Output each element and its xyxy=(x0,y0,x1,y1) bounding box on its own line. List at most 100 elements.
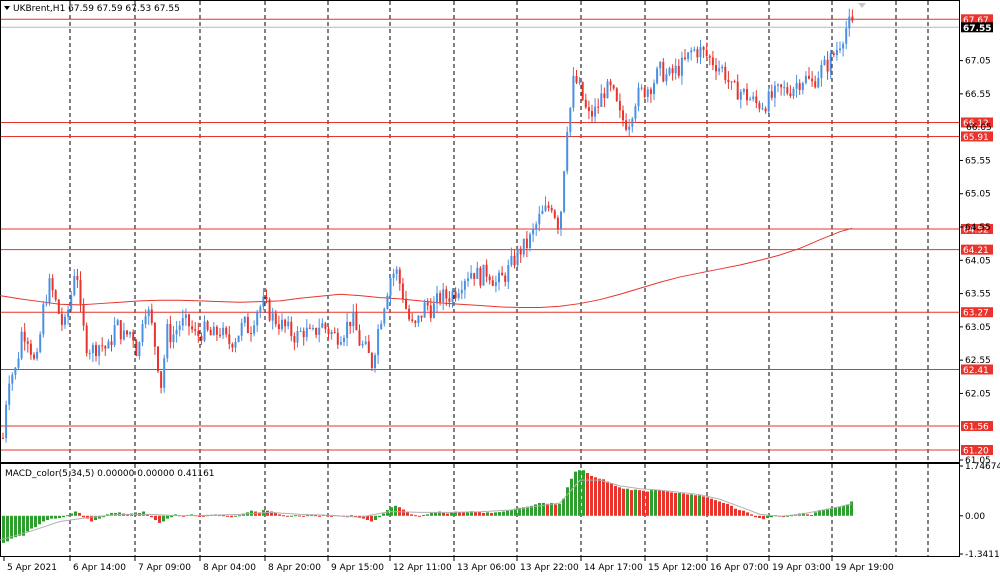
macd-bar xyxy=(146,514,149,516)
price-tick-label: 67.05 xyxy=(965,57,991,67)
macd-bar xyxy=(462,512,465,516)
candle-body xyxy=(609,81,612,86)
macd-bar xyxy=(622,488,625,516)
macd-bar xyxy=(446,513,449,516)
candle-body xyxy=(525,238,528,249)
macd-title: MACD_color(5,34,5) 0.00000 0.00000 0.411… xyxy=(5,469,215,479)
macd-bar xyxy=(26,515,29,532)
price-tick-label: 62.55 xyxy=(965,356,991,366)
scroll-marker-icon[interactable] xyxy=(858,3,866,8)
candle-body xyxy=(715,65,717,72)
macd-bar xyxy=(682,493,685,516)
candle-body xyxy=(426,302,429,306)
level-tag: 62.41 xyxy=(961,364,993,376)
macd-bar xyxy=(482,512,485,516)
macd-tick-label: 0.00 xyxy=(965,512,985,522)
macd-bar xyxy=(810,514,813,516)
candle-body xyxy=(299,330,302,332)
macd-bar xyxy=(450,512,453,516)
candle-body xyxy=(212,326,215,336)
candle-body xyxy=(274,313,277,325)
candle-body xyxy=(584,99,587,108)
candle-body xyxy=(429,305,432,318)
candle-body xyxy=(770,91,773,98)
candle-body xyxy=(150,309,153,323)
macd-bar xyxy=(602,479,605,516)
macd-bar xyxy=(94,515,97,521)
candle-body xyxy=(640,87,643,89)
macd-bar xyxy=(734,508,737,516)
candle-body xyxy=(85,325,88,354)
candle-body xyxy=(535,224,538,229)
candle-body xyxy=(5,404,8,438)
macd-pane[interactable] xyxy=(0,463,960,557)
macd-bar xyxy=(614,485,617,516)
candle-body xyxy=(107,341,110,349)
candle-body xyxy=(463,280,466,290)
macd-bar xyxy=(578,470,581,516)
candle-body xyxy=(64,316,66,325)
macd-bar xyxy=(98,515,101,519)
candle-body xyxy=(333,331,336,333)
candle-body xyxy=(473,272,476,279)
macd-bar xyxy=(550,502,553,516)
macd-bar xyxy=(494,512,497,516)
horizontal-levels[interactable]: 67.67 66.12 65.91 64.52 64.21 63.27 62.41 61.56… xyxy=(1,14,993,457)
candle-body xyxy=(240,322,243,336)
candle-body xyxy=(649,89,652,95)
time-tick-label: 13 Apr 06:00 xyxy=(457,563,516,573)
candle-body xyxy=(746,89,748,101)
macd-bar xyxy=(706,497,709,516)
candle-body xyxy=(634,106,637,119)
macd-bar xyxy=(498,512,501,516)
candle-body xyxy=(253,325,256,334)
triangle-down-icon[interactable] xyxy=(4,6,10,10)
candle-body xyxy=(432,303,435,318)
macd-bar xyxy=(242,513,245,516)
candle-body xyxy=(470,272,473,279)
macd-bar xyxy=(126,514,129,516)
candle-body xyxy=(687,52,690,59)
price-axis: 67.05 66.55 65.55 65.05 64.55 64.05 63.55 63.05… xyxy=(959,57,992,466)
macd-tick-label: 1.74674 xyxy=(965,462,1000,472)
macd-bar xyxy=(562,498,565,516)
candle-body xyxy=(448,298,451,302)
candle-body xyxy=(33,354,35,359)
time-tick-label: 8 Apr 04:00 xyxy=(203,563,256,573)
price-pane[interactable] xyxy=(0,0,960,463)
macd-bar xyxy=(598,478,601,516)
candle-body xyxy=(563,171,566,212)
candle-body xyxy=(467,278,469,281)
macd-bar xyxy=(826,508,829,516)
level-tag-label: 64.21 xyxy=(963,246,989,256)
macd-bar xyxy=(382,513,385,516)
macd-bar xyxy=(234,515,237,517)
macd-bar xyxy=(838,506,841,516)
macd-bar xyxy=(62,515,65,518)
macd-bar xyxy=(386,510,389,516)
macd-bar xyxy=(314,515,317,517)
time-tick-label: 19 Apr 19:00 xyxy=(835,563,894,573)
price-tick-label: 62.05 xyxy=(965,389,991,399)
macd-bar xyxy=(590,475,593,516)
candle-body xyxy=(284,319,287,327)
candle-body xyxy=(147,309,150,317)
candle-body xyxy=(219,334,221,336)
macd-bar xyxy=(570,478,573,516)
level-tag-label: 64.52 xyxy=(963,226,989,236)
macd-axis: 1.74674 0.00 -1.34117 xyxy=(959,462,1000,560)
level-tag-bg xyxy=(961,131,993,142)
macd-bar xyxy=(66,515,69,517)
price-tick-label: 65.05 xyxy=(965,190,991,200)
candle-body xyxy=(460,289,463,294)
macd-bar xyxy=(630,490,633,516)
candle-body xyxy=(26,341,29,344)
macd-bar xyxy=(110,512,113,516)
chart-header[interactable]: UKBrent,H1 67.59 67.59 67.53 67.55 xyxy=(4,4,180,14)
price-tick-label: 61.05 xyxy=(965,456,991,466)
candle-body xyxy=(222,327,225,336)
level-tag-bg xyxy=(961,244,993,255)
macd-bar xyxy=(226,515,229,517)
